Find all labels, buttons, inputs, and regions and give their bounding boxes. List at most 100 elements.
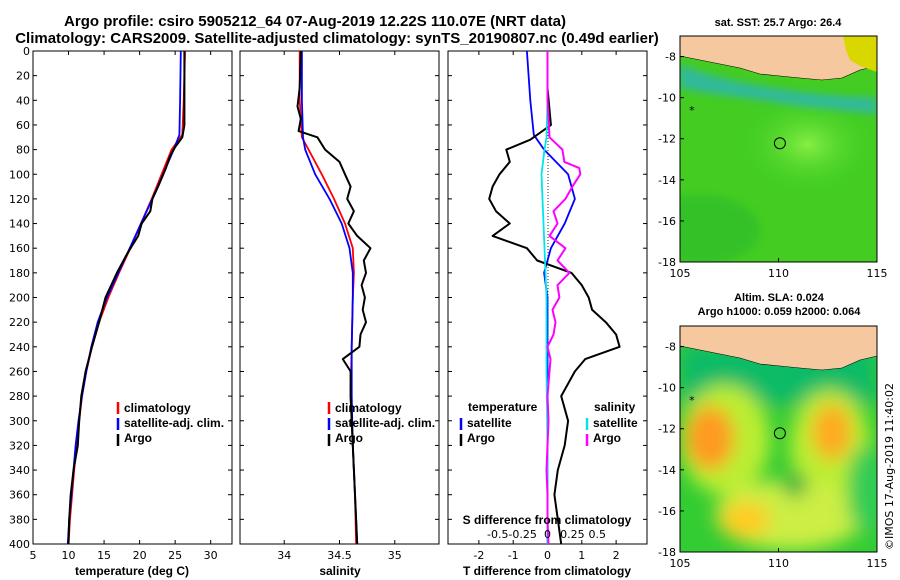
sla-anomaly-field [680, 345, 877, 550]
y-tick-label: 160 [9, 242, 30, 255]
argo-position-marker [773, 427, 786, 440]
map-y-tick-label: -18 [658, 256, 676, 269]
legend-label-argo: Argo [124, 431, 152, 445]
x-tick-label: -2 [473, 549, 484, 562]
y-tick-label: 20 [16, 70, 30, 83]
y-tick-label: 300 [9, 415, 30, 428]
y-tick-label: 280 [9, 390, 30, 403]
legend-label-satellite: satellite-adj. clim. [335, 416, 435, 430]
legend-label-t-satellite: satellite [467, 416, 512, 430]
temperature-legend: climatology satellite-adj. clim. Argo [116, 401, 224, 446]
sla-low-centre [783, 473, 807, 497]
map-y-tick-label: -14 [658, 174, 676, 187]
difference-legend-temperature: temperature satellite Argo [459, 400, 538, 446]
map-y-tick-label: -8 [665, 341, 676, 354]
sst-warm-patch [725, 95, 875, 205]
y-tick-label: 380 [9, 513, 30, 526]
sst-cool-patch [680, 195, 760, 262]
map-y-tick-label: -16 [658, 505, 676, 518]
sla-map: * [680, 326, 877, 552]
s-difference-ticks: -0.5 -0.25 0 0.25 0.5 [487, 528, 606, 541]
difference-legend-salinity: salinity satellite Argo [585, 400, 638, 446]
sla-peak-south [720, 502, 770, 538]
y-tick-label: 320 [9, 439, 30, 452]
series-line-climatology [298, 51, 357, 545]
s-difference-label: S difference from climatology [463, 513, 632, 527]
map-y-tick-label: -18 [658, 546, 676, 559]
y-tick-label: 220 [9, 316, 30, 329]
salinity-axes [239, 50, 440, 545]
x-tick-label: 15 [97, 549, 111, 562]
y-tick-label: 180 [9, 267, 30, 280]
series-line-salinity-argo [545, 51, 582, 545]
sla-map-ticks: 105 110 115 -8 -10 -12 -14 -16 -18 [658, 341, 887, 570]
series-line-temperature-argo [488, 51, 621, 545]
imos-credit: ©IMOS 17-Aug-2019 11:40:02 [883, 383, 896, 550]
sst-map-ticks: 105 110 115 -8 -10 -12 -14 -16 -18 [658, 51, 887, 280]
map-y-tick-label: -8 [665, 51, 676, 64]
salinity-series [296, 50, 372, 545]
figure-title-line1: Argo profile: csiro 5905212_64 07-Aug-20… [64, 13, 566, 30]
y-tick-label: 400 [9, 538, 30, 551]
legend-title-salinity: salinity [594, 400, 636, 414]
map-x-tick-label: 115 [867, 267, 888, 280]
y-tick-label: 240 [9, 341, 30, 354]
y-tick-label: 360 [9, 489, 30, 502]
series-line-argo [296, 50, 372, 545]
argo-position-marker [773, 137, 786, 150]
map-y-tick-label: -12 [658, 423, 676, 436]
s-tick-label: 0 [544, 528, 551, 541]
sst-float-markers: * [689, 104, 786, 150]
map-x-tick-label: 110 [768, 557, 789, 570]
figure-title-line2: Climatology: CARS2009. Satellite-adjuste… [15, 30, 659, 47]
y-tick-label: 260 [9, 365, 30, 378]
x-tick-label: 30 [204, 549, 218, 562]
legend-label-climatology: climatology [335, 401, 402, 415]
map-y-tick-label: -10 [658, 382, 676, 395]
map-x-tick-label: 105 [670, 267, 691, 280]
sst-map: * [680, 36, 877, 262]
other-float-marker: * [689, 394, 695, 407]
map-y-tick-label: -10 [658, 92, 676, 105]
sla-land-java [680, 326, 877, 371]
x-tick-label: 25 [168, 549, 182, 562]
y-tick-label: 340 [9, 464, 30, 477]
temperature-xlabel: temperature (deg C) [75, 564, 189, 578]
map-y-tick-label: -14 [658, 464, 676, 477]
sla-peak-west [686, 406, 734, 470]
salinity-legend: climatology satellite-adj. clim. Argo [327, 401, 435, 446]
x-tick-label: 34 [277, 549, 291, 562]
x-tick-label: 1 [578, 549, 585, 562]
sst-land-highlight [843, 36, 877, 72]
sla-map-title-line1: Altim. SLA: 0.024 [734, 292, 825, 304]
salinity-xlabel: salinity [319, 564, 361, 578]
legend-label-climatology: climatology [124, 401, 191, 415]
difference-ticks: -2 -1 0 1 2 [448, 50, 647, 562]
sla-peak-east [812, 404, 852, 460]
map-x-tick-label: 115 [867, 557, 888, 570]
x-tick-label: -1 [508, 549, 519, 562]
x-tick-label: 5 [30, 549, 37, 562]
legend-label-satellite: satellite-adj. clim. [124, 416, 224, 430]
s-tick-label: 0.25 [560, 528, 585, 541]
map-y-tick-label: -12 [658, 133, 676, 146]
legend-title-temperature: temperature [468, 400, 538, 414]
y-tick-label: 100 [9, 168, 30, 181]
y-tick-label: 40 [16, 94, 30, 107]
temperature-ticks: 0 20 40 60 80 100 120 140 160 180 200 220 240 260 280 3… [9, 45, 232, 562]
series-line-satellite-adj-clim- [66, 50, 182, 545]
y-tick-label: 80 [16, 144, 30, 157]
x-tick-label: 34.5 [327, 549, 352, 562]
legend-label-s-satellite: satellite [593, 416, 638, 430]
x-tick-label: 35 [388, 549, 402, 562]
y-tick-label: 120 [9, 193, 30, 206]
map-y-tick-label: -16 [658, 215, 676, 228]
x-tick-label: 0 [544, 549, 551, 562]
sla-map-title-line2: Argo h1000: 0.059 h2000: 0.064 [698, 306, 862, 318]
map-x-tick-label: 105 [670, 557, 691, 570]
y-tick-label: 200 [9, 292, 30, 305]
salinity-ticks: 34 34.5 35 [240, 50, 439, 562]
series-line-satellite-adj-clim- [300, 51, 359, 545]
s-tick-label: -0.5 [487, 528, 508, 541]
